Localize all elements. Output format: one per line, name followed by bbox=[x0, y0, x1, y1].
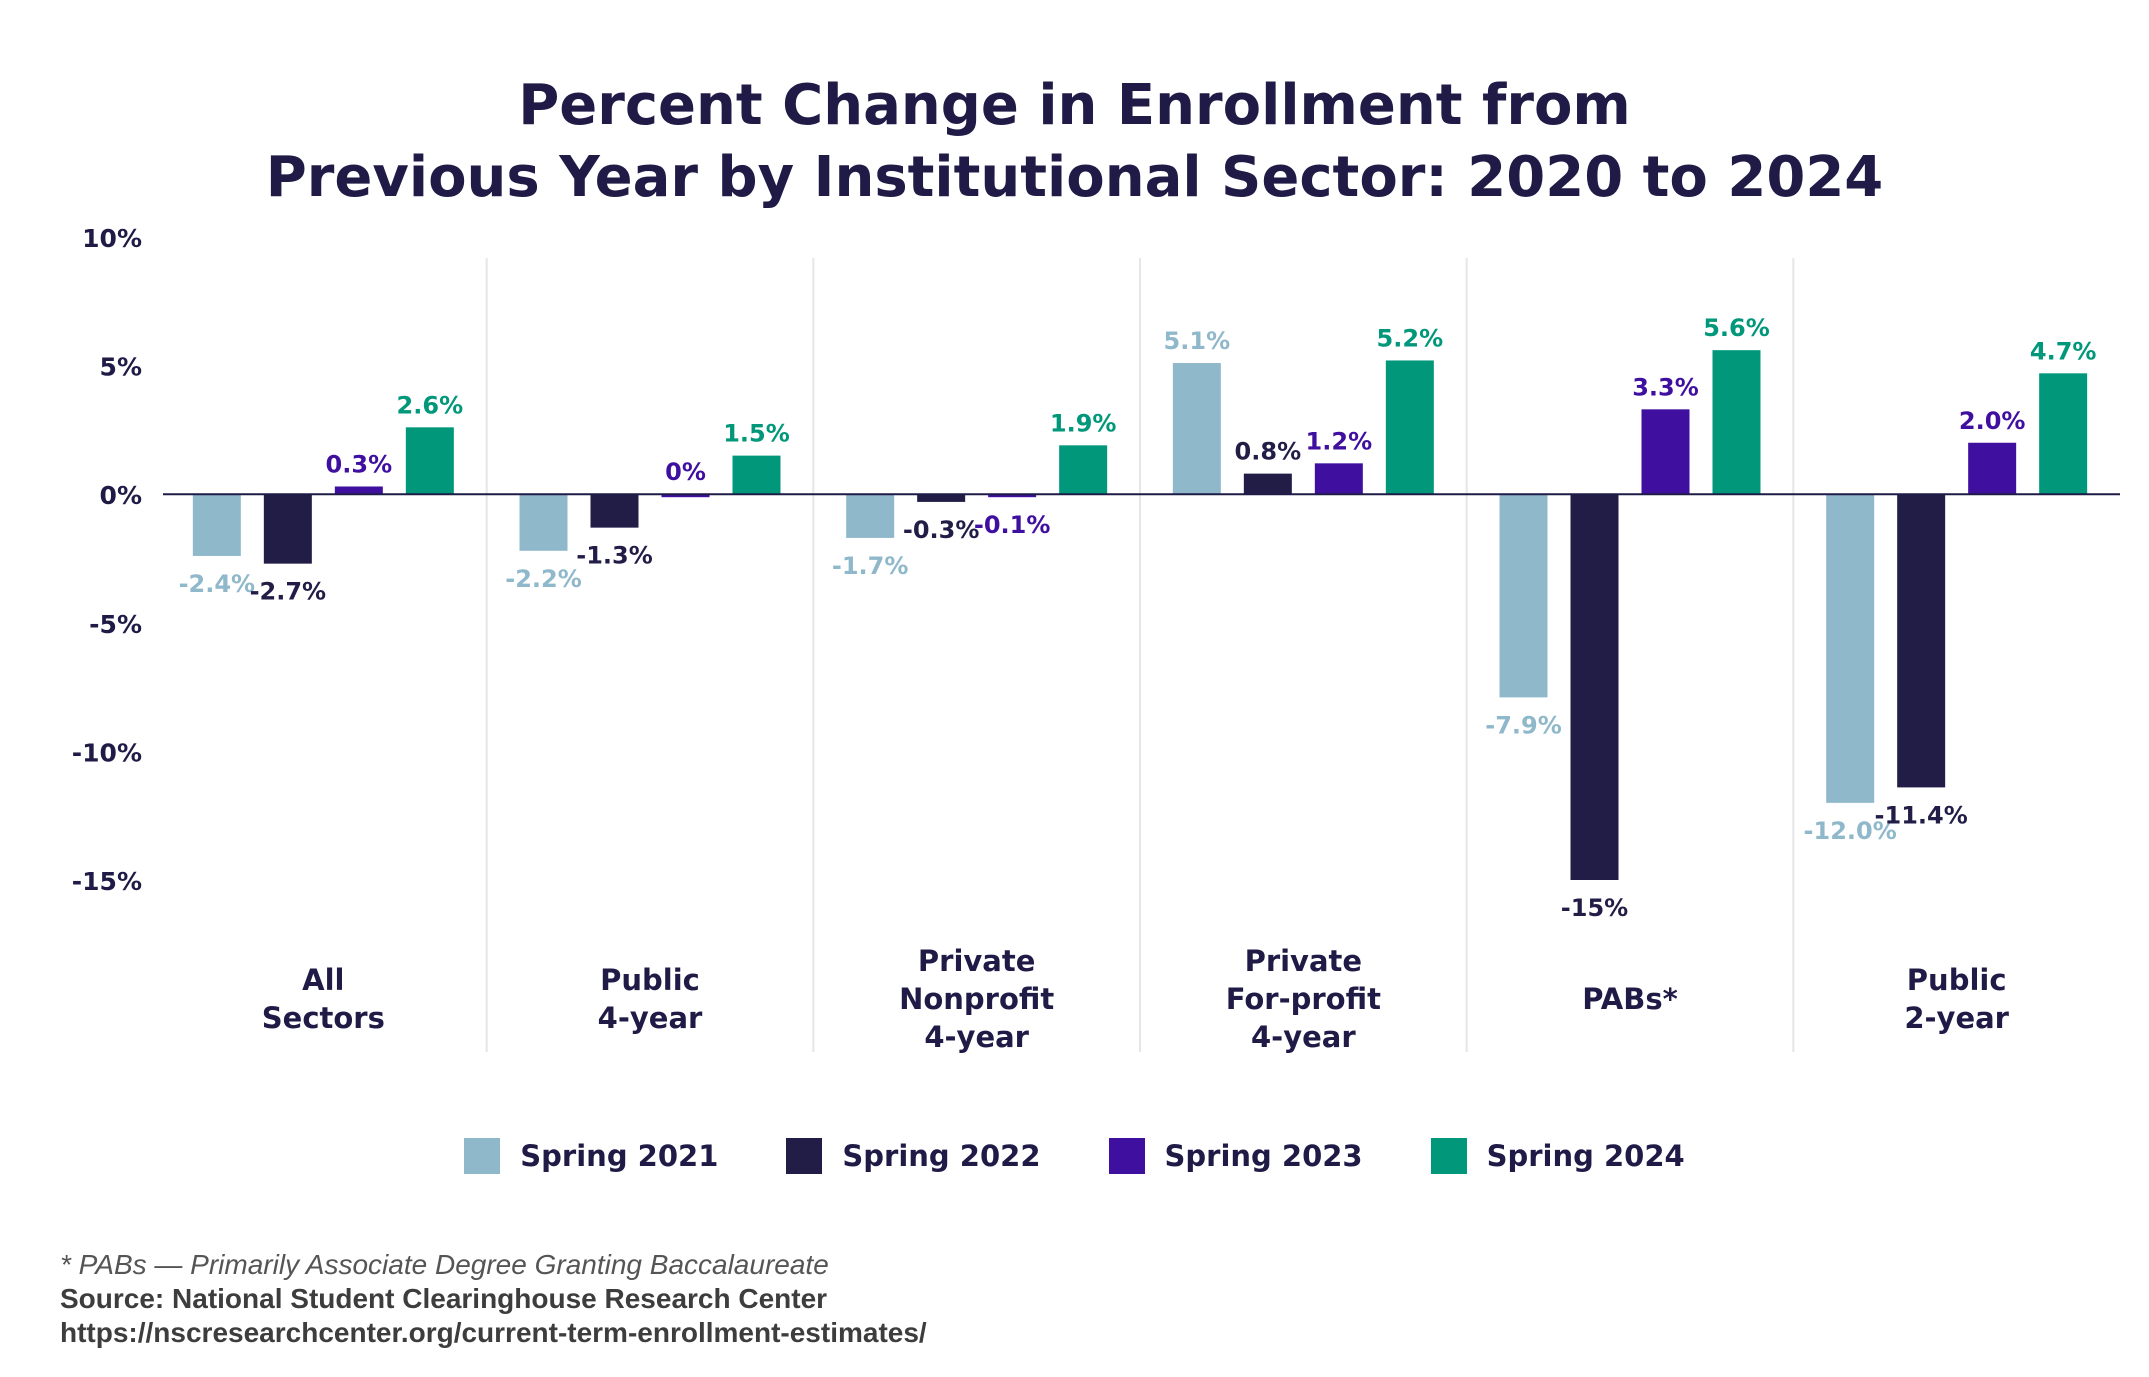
data-label: 2.0% bbox=[1959, 407, 2026, 435]
legend-swatch bbox=[1430, 1138, 1467, 1174]
bar bbox=[917, 494, 966, 502]
y-tick-label: 0% bbox=[100, 481, 142, 510]
category-label: Private bbox=[918, 944, 1036, 978]
category-label: PABs* bbox=[1582, 982, 1678, 1016]
legend-item-spring-2022: Spring 2022 bbox=[786, 1138, 1041, 1174]
data-label: 1.5% bbox=[723, 420, 790, 448]
legend-item-spring-2023: Spring 2023 bbox=[1108, 1138, 1363, 1174]
data-label: -2.2% bbox=[505, 565, 582, 593]
data-label: -0.3% bbox=[903, 516, 980, 544]
y-tick-label: -10% bbox=[72, 738, 142, 767]
bar bbox=[988, 494, 1037, 498]
bar bbox=[590, 494, 639, 528]
data-label: 1.9% bbox=[1050, 409, 1117, 437]
bar bbox=[732, 455, 781, 495]
legend-swatch bbox=[786, 1138, 823, 1174]
bar bbox=[1712, 350, 1761, 495]
legend-label: Spring 2024 bbox=[1486, 1139, 1685, 1173]
data-label: -0.1% bbox=[974, 511, 1051, 539]
data-label: -7.9% bbox=[1485, 711, 1562, 739]
bar bbox=[1499, 494, 1548, 698]
data-label: 1.2% bbox=[1306, 427, 1373, 455]
chart-title: Percent Change in Enrollment from Previo… bbox=[0, 70, 2149, 214]
data-label: 5.1% bbox=[1164, 327, 1231, 355]
bar bbox=[519, 494, 568, 551]
bar bbox=[192, 494, 241, 556]
category-label: Private bbox=[1245, 944, 1363, 978]
bar bbox=[1243, 473, 1292, 495]
data-label: -12.0% bbox=[1804, 817, 1897, 845]
bar bbox=[263, 494, 312, 564]
data-label: 0.8% bbox=[1235, 438, 1302, 466]
y-tick-label: 5% bbox=[100, 353, 142, 382]
category-label: 4-year bbox=[1251, 1020, 1356, 1054]
bar bbox=[1570, 494, 1619, 880]
data-label: -2.7% bbox=[250, 578, 327, 606]
chart-legend: Spring 2021 Spring 2022 Spring 2023 Spri… bbox=[0, 1138, 2149, 1174]
chart-title-line-1: Percent Change in Enrollment from bbox=[518, 73, 1631, 138]
bar bbox=[334, 486, 383, 495]
category-label: 2-year bbox=[1904, 1001, 2009, 1035]
bar bbox=[405, 427, 454, 495]
category-label: Public bbox=[1907, 963, 2007, 997]
footnote-source: Source: National Student Clearinghouse R… bbox=[60, 1283, 828, 1314]
bar bbox=[1385, 360, 1434, 495]
data-label: -1.3% bbox=[576, 542, 653, 570]
legend-label: Spring 2023 bbox=[1164, 1139, 1363, 1173]
category-label: Sectors bbox=[262, 1001, 385, 1035]
data-label: -1.7% bbox=[832, 552, 909, 580]
bar bbox=[1968, 442, 2017, 495]
bar bbox=[1172, 363, 1221, 495]
bar bbox=[1059, 445, 1108, 495]
legend-item-spring-2021: Spring 2021 bbox=[464, 1138, 718, 1174]
data-label: 0% bbox=[665, 458, 706, 486]
chart-title-line-2: Previous Year by Institutional Sector: 2… bbox=[265, 145, 1884, 210]
bar bbox=[846, 494, 895, 538]
bar bbox=[1314, 463, 1363, 495]
bar bbox=[1641, 409, 1690, 495]
data-label: -2.4% bbox=[179, 570, 256, 598]
legend-label: Spring 2022 bbox=[842, 1139, 1041, 1173]
data-label: 5.2% bbox=[1377, 324, 1444, 352]
bar bbox=[2039, 373, 2088, 495]
category-label: Public bbox=[600, 963, 700, 997]
data-label: 2.6% bbox=[397, 391, 464, 419]
data-label: 3.3% bbox=[1632, 373, 1699, 401]
y-tick-label: 10% bbox=[82, 224, 142, 253]
category-label: For-profit bbox=[1226, 982, 1381, 1016]
data-label: 5.6% bbox=[1703, 314, 1770, 342]
footnote-pabs: * PABs — Primarily Associate Degree Gran… bbox=[60, 1249, 829, 1280]
category-label: Nonprofit bbox=[899, 982, 1054, 1016]
legend-item-spring-2024: Spring 2024 bbox=[1430, 1138, 1685, 1174]
category-label: 4-year bbox=[598, 1001, 703, 1035]
footnote-url: https://nscresearchcenter.org/current-te… bbox=[60, 1317, 927, 1348]
legend-swatch bbox=[1108, 1138, 1145, 1174]
data-label: 0.3% bbox=[326, 450, 393, 478]
category-label: 4-year bbox=[924, 1020, 1029, 1054]
legend-swatch bbox=[464, 1138, 501, 1174]
bar bbox=[1826, 494, 1875, 803]
data-label: -11.4% bbox=[1875, 801, 1968, 829]
footnotes: * PABs — Primarily Associate Degree Gran… bbox=[60, 1248, 927, 1350]
bar bbox=[1897, 494, 1946, 788]
y-tick-label: -15% bbox=[72, 867, 142, 896]
data-label: 4.7% bbox=[2030, 337, 2097, 365]
y-tick-label: -5% bbox=[89, 610, 142, 639]
bar bbox=[661, 494, 710, 498]
legend-label: Spring 2021 bbox=[520, 1139, 719, 1173]
data-label: -15% bbox=[1561, 894, 1628, 922]
category-label: All bbox=[302, 963, 344, 997]
